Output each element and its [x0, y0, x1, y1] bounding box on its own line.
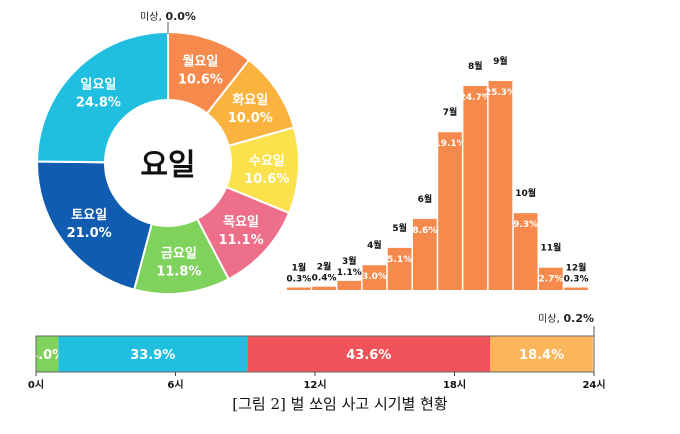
- donut-slice-value: 11.8%: [156, 264, 201, 279]
- donut-unknown-value: 0.0%: [165, 10, 196, 23]
- donut-slice-value: 10.6%: [244, 172, 289, 187]
- donut-slice-label: 화요일: [232, 92, 268, 108]
- month-label: 4월: [367, 239, 382, 251]
- figure-caption: [그림 2] 벌 쏘임 사고 시기별 현황: [0, 393, 680, 414]
- donut-slice-value: 11.1%: [219, 233, 264, 248]
- month-label: 9월: [493, 55, 508, 67]
- month-value: 0.4%: [312, 274, 337, 284]
- month-label: 11월: [540, 242, 561, 254]
- month-label: 7월: [443, 106, 458, 118]
- donut-unknown-name: 미상: [140, 11, 158, 23]
- donut-slice-value: 21.0%: [67, 226, 112, 241]
- month-bar: [438, 132, 462, 290]
- hbar-unknown-value: 0.2%: [563, 312, 594, 325]
- hour-tick-label: 12시: [303, 379, 326, 391]
- hbar-unknown-label: 미상, 0.2%: [538, 312, 594, 325]
- donut-slice-label: 금요일: [161, 246, 197, 261]
- month-bar: [489, 81, 513, 290]
- donut-slice-label: 수요일: [249, 154, 285, 169]
- donut-slice-value: 24.8%: [76, 96, 121, 111]
- month-label: 10월: [515, 187, 536, 199]
- hour-tick-label: 6시: [167, 379, 183, 391]
- month-value: 1.1%: [337, 268, 362, 278]
- month-label: 3월: [342, 255, 357, 267]
- donut-slice-label: 목요일: [223, 215, 259, 230]
- month-value: 2.7%: [538, 275, 563, 285]
- month-value: 8.6%: [412, 226, 437, 236]
- month-label: 5월: [392, 222, 407, 234]
- month-value: 3.0%: [362, 272, 387, 282]
- hbar-unknown-comma: ,: [556, 312, 563, 325]
- month-bar: [337, 281, 361, 290]
- donut-slice-label: 월요일: [182, 53, 218, 69]
- month-label: 8월: [468, 60, 483, 72]
- month-value: 0.3%: [286, 275, 311, 285]
- month-value: 5.1%: [387, 255, 412, 265]
- donut-slice-value: 10.6%: [178, 72, 223, 87]
- donut-slice-value: 10.0%: [228, 111, 273, 126]
- month-value: 25.3%: [485, 88, 516, 98]
- hour-segment-label: 43.6%: [346, 348, 391, 363]
- donut-center-title: 요일: [140, 148, 195, 183]
- hourly-stacked-bar: 4.0% 33.9% 43.6% 18.4%0시 6시 12시 18시 24시: [28, 336, 606, 391]
- hour-tick-label: 0시: [28, 379, 44, 391]
- donut-unknown-comma: ,: [158, 10, 165, 23]
- month-label: 12월: [566, 262, 587, 274]
- month-bar: [312, 287, 336, 290]
- donut-unknown-label: 미상, 0.0%: [140, 10, 196, 23]
- hour-segment-label: 18.4%: [519, 348, 564, 363]
- hour-tick-label: 24시: [582, 379, 605, 391]
- month-bar: [463, 86, 487, 290]
- hour-segment-label: 33.9%: [130, 348, 175, 363]
- month-value: 0.3%: [564, 275, 589, 285]
- month-bar: [564, 288, 588, 290]
- month-label: 1월: [292, 262, 307, 274]
- month-label: 6월: [418, 193, 433, 205]
- month-value: 19.1%: [434, 139, 465, 149]
- hbar-unknown-name: 미상: [538, 313, 556, 325]
- month-value: 9.3%: [513, 220, 538, 230]
- monthly-bar-chart: 1월0.3%2월0.4%3월1.1%4월3.0%5월5.1%6월8.6%7월19…: [286, 55, 588, 290]
- donut-slice-label: 토요일: [71, 208, 107, 223]
- bee-sting-chart: 월요일 10.6% 화요일 10.0% 수요일 10.6% 목요일 11.1% 금요일 11.8%…: [0, 0, 680, 434]
- month-bar: [287, 288, 311, 290]
- month-label: 2월: [317, 261, 332, 273]
- donut-slice-label: 일요일: [80, 78, 116, 93]
- hour-tick-label: 18시: [443, 379, 466, 391]
